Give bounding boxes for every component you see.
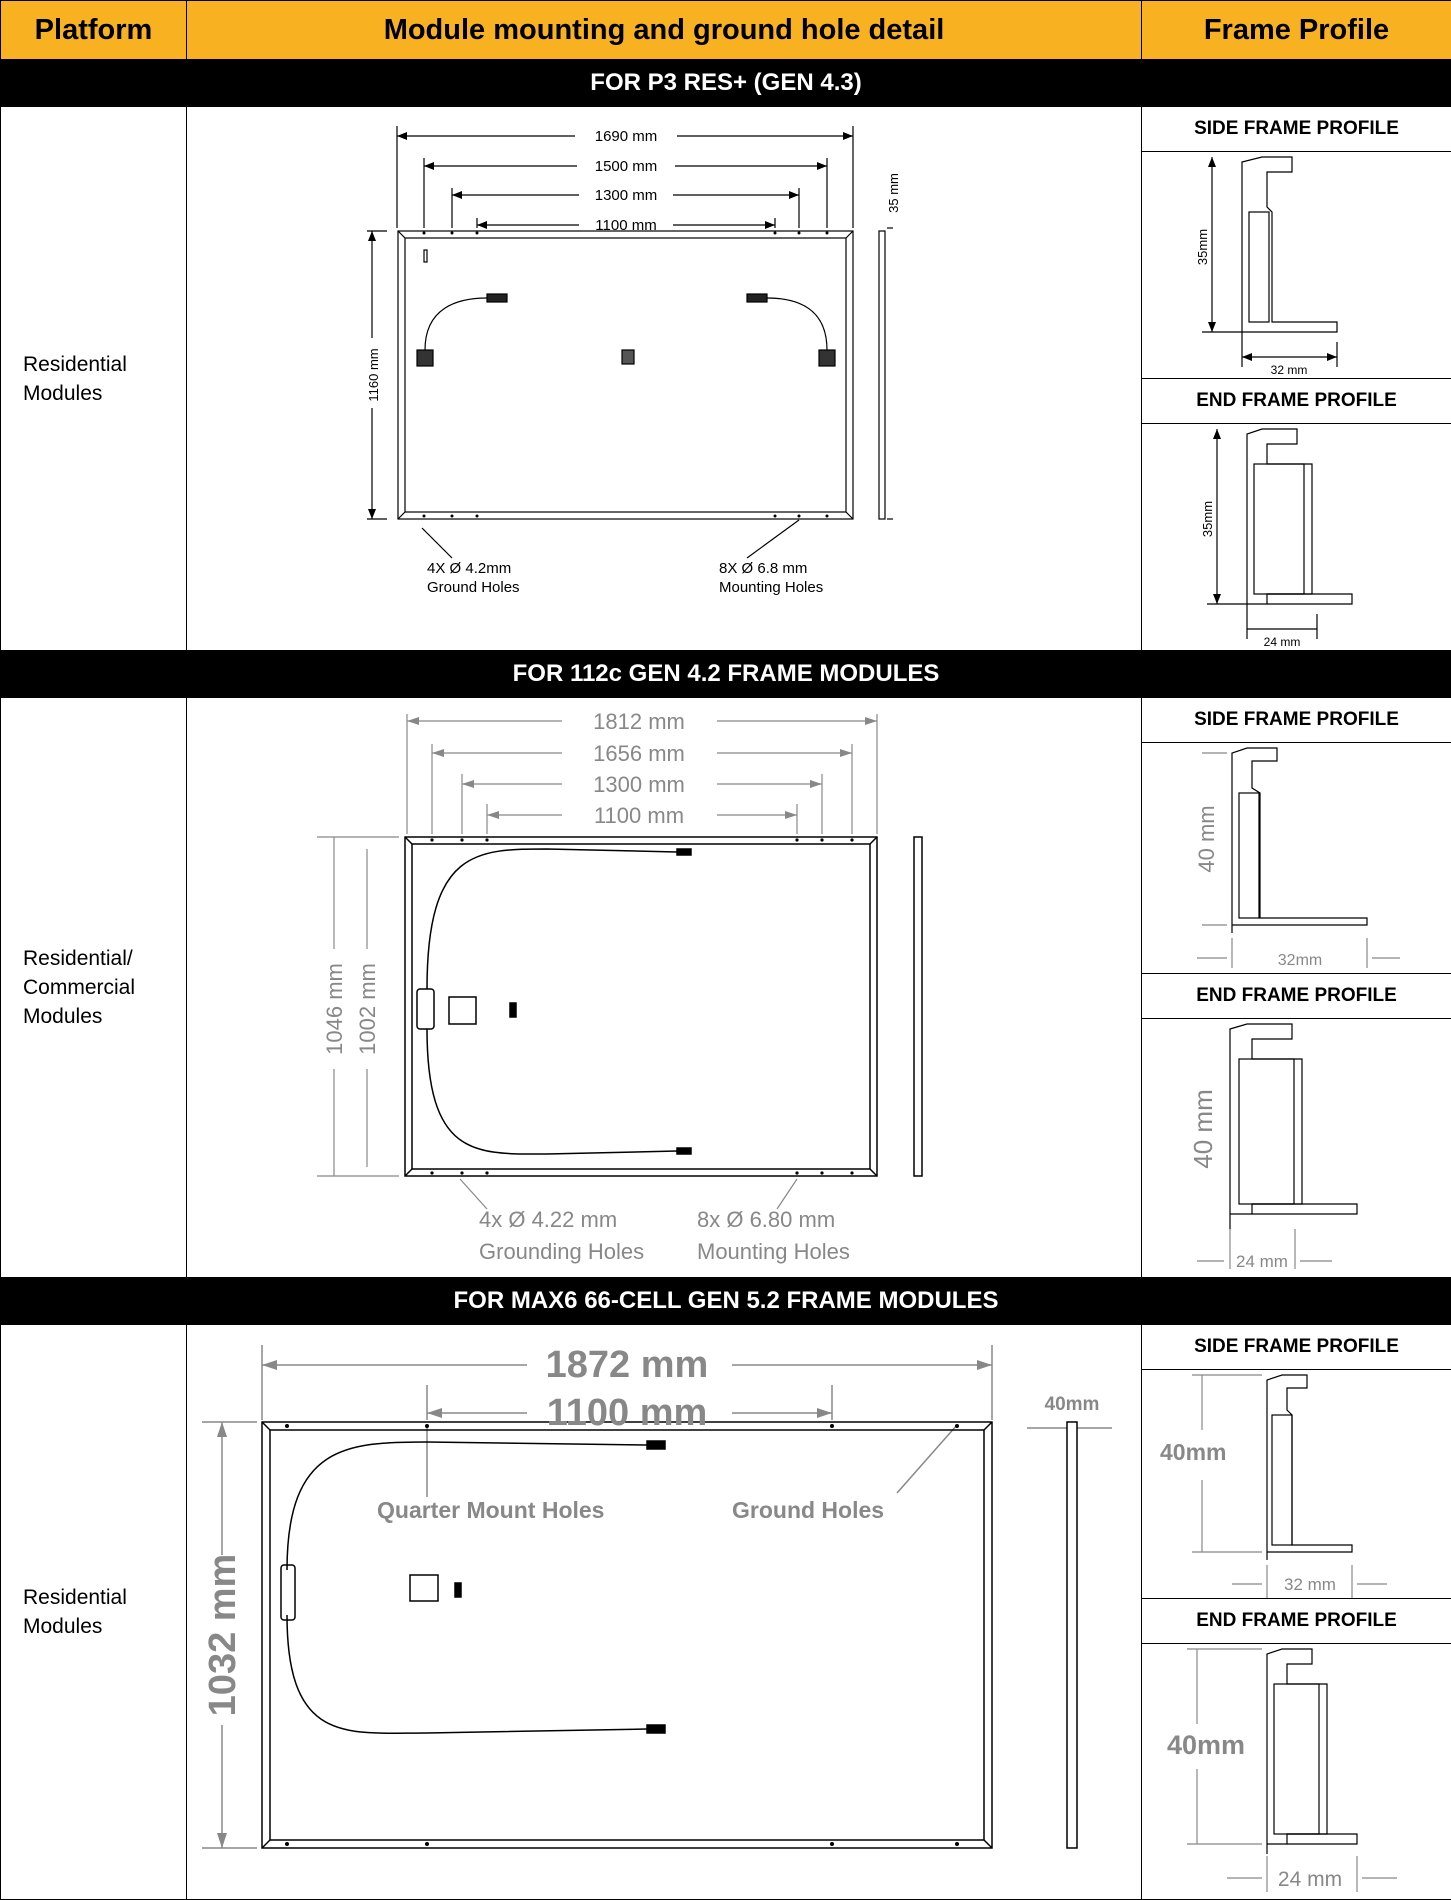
dim-1002: 1002 mm (355, 963, 380, 1055)
platform-line: Modules (23, 1612, 186, 1641)
platform-line: Residential/ (23, 944, 186, 973)
end-profile-title: END FRAME PROFILE (1142, 379, 1451, 424)
dim-1300: 1300 mm (593, 772, 685, 797)
module-drawing-cell: 1690 mm 1500 mm 1300 mm 1100 mm 1160 mm … (187, 107, 1142, 651)
end-profile-title: END FRAME PROFILE (1142, 974, 1451, 1019)
mounting-hole-note: 8X Ø 6.8 mm (719, 560, 807, 577)
end-height: 35mm (1200, 501, 1215, 537)
ground-hole-note: 4X Ø 4.2mm (427, 560, 511, 577)
dim-1100: 1100 mm (594, 803, 684, 828)
end-width: 24 mm (1236, 1252, 1288, 1271)
dim-1812: 1812 mm (593, 709, 685, 734)
mounting-hole-label: Mounting Holes (719, 579, 823, 596)
ground-holes-label: Ground Holes (732, 1497, 884, 1523)
dim-1500: 1500 mm (595, 158, 658, 175)
header-profile: Frame Profile (1142, 1, 1451, 60)
dim-1032: 1032 mm (202, 1554, 244, 1717)
ground-hole-note: 4x Ø 4.22 mm (479, 1207, 617, 1232)
module-drawing-cell: 1872 mm 1100 mm 1032 mm 40mm Quarter Mou… (187, 1325, 1142, 1900)
side-height: 40mm (1160, 1439, 1226, 1465)
dim-1100: 1100 mm (595, 217, 656, 234)
platform-cell: Residential Modules (1, 107, 187, 651)
platform-line: Modules (23, 1002, 186, 1031)
side-width: 32mm (1278, 952, 1322, 969)
section-band: FOR 112c GEN 4.2 FRAME MODULES (1, 651, 1451, 698)
platform-line: Modules (23, 379, 186, 408)
dim-thickness: 35 mm (886, 173, 901, 213)
dim-height: 1160 mm (366, 348, 381, 401)
dim-1690: 1690 mm (595, 128, 658, 145)
side-profile: 35mm 32 mm (1142, 152, 1451, 379)
side-profile-title: SIDE FRAME PROFILE (1142, 1325, 1451, 1370)
dim-1100: 1100 mm (547, 1392, 708, 1434)
dim-1872: 1872 mm (546, 1344, 709, 1386)
module-drawing-cell: 1812 mm 1656 mm 1300 mm 1100 mm 1046 mm … (187, 698, 1142, 1278)
end-width: 24 mm (1264, 635, 1301, 649)
module-drawing: 1872 mm 1100 mm 1032 mm 40mm Quarter Mou… (187, 1325, 1140, 1899)
end-width: 24 mm (1278, 1868, 1342, 1891)
frame-profile-cell: SIDE FRAME PROFILE 35mm 32 mm E (1142, 107, 1451, 651)
end-height: 40mm (1167, 1730, 1245, 1760)
quarter-mount-holes-label: Quarter Mount Holes (377, 1497, 604, 1523)
platform-line: Residential (23, 350, 186, 379)
side-height: 40 mm (1194, 805, 1219, 872)
end-profile: 35mm 24 mm (1142, 424, 1451, 650)
module-drawing: 1690 mm 1500 mm 1300 mm 1100 mm 1160 mm … (187, 108, 1140, 650)
dim-1046: 1046 mm (322, 963, 347, 1055)
side-profile-title: SIDE FRAME PROFILE (1142, 698, 1451, 743)
platform-line: Residential (23, 1583, 186, 1612)
platform-cell: Residential/ Commercial Modules (1, 698, 187, 1278)
section-band: FOR P3 RES+ (GEN 4.3) (1, 60, 1451, 107)
module-drawing: 1812 mm 1656 mm 1300 mm 1100 mm 1046 mm … (187, 699, 1140, 1277)
mounting-hole-label: Mounting Holes (697, 1239, 850, 1264)
header-platform: Platform (1, 1, 187, 60)
frame-profile-cell: SIDE FRAME PROFILE 40mm 32 mm END FRAME … (1142, 1325, 1451, 1900)
platform-cell: Residential Modules (1, 1325, 187, 1900)
dim-1300: 1300 mm (595, 187, 658, 204)
end-profile-title: END FRAME PROFILE (1142, 1599, 1451, 1644)
end-height: 40 mm (1188, 1089, 1218, 1168)
header-row: Platform Module mounting and ground hole… (1, 1, 1451, 60)
ground-hole-label: Grounding Holes (479, 1239, 644, 1264)
section-row: Residential Modules (1, 107, 1451, 651)
side-width: 32 mm (1284, 1575, 1336, 1594)
dim-1656: 1656 mm (593, 741, 685, 766)
section-title: FOR 112c GEN 4.2 FRAME MODULES (1, 651, 1451, 698)
section-band: FOR MAX6 66-CELL GEN 5.2 FRAME MODULES (1, 1278, 1451, 1325)
end-profile: 40 mm 24 mm (1142, 1019, 1451, 1277)
dim-thickness: 40mm (1045, 1394, 1100, 1415)
end-profile: 40mm 24 mm (1142, 1644, 1451, 1892)
side-height: 35mm (1195, 229, 1210, 265)
side-profile: 40 mm 32mm (1142, 743, 1451, 974)
ground-hole-label: Ground Holes (427, 579, 520, 596)
side-profile-title: SIDE FRAME PROFILE (1142, 107, 1451, 152)
section-title: FOR P3 RES+ (GEN 4.3) (1, 60, 1451, 107)
side-width: 32 mm (1271, 363, 1308, 377)
header-detail: Module mounting and ground hole detail (187, 1, 1142, 60)
side-profile: 40mm 32 mm (1142, 1370, 1451, 1599)
mounting-hole-note: 8x Ø 6.80 mm (697, 1207, 835, 1232)
frame-profile-cell: SIDE FRAME PROFILE 40 mm 32mm END FRAME … (1142, 698, 1451, 1278)
section-row: Residential Modules (1, 1325, 1451, 1900)
section-title: FOR MAX6 66-CELL GEN 5.2 FRAME MODULES (1, 1278, 1451, 1325)
section-row: Residential/ Commercial Modules (1, 698, 1451, 1278)
platform-line: Commercial (23, 973, 186, 1002)
